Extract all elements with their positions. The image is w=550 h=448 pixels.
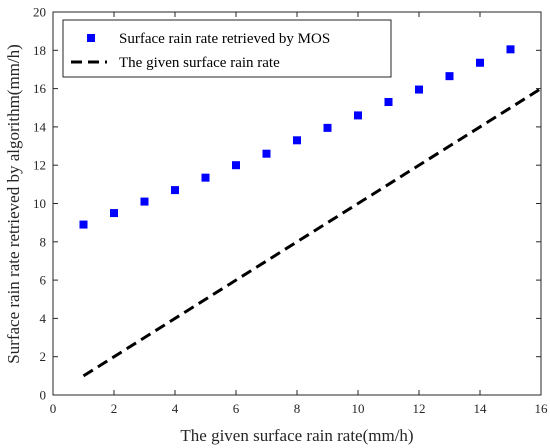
y-axis-label: Surface rain rate retrieved by algorithm… bbox=[4, 44, 23, 364]
series-layer bbox=[79, 45, 542, 378]
data-point-mos bbox=[323, 123, 332, 132]
legend-box bbox=[62, 19, 392, 78]
y-tick-label: 18 bbox=[33, 43, 46, 58]
legend: Surface rain rate retrieved by MOS The g… bbox=[62, 19, 392, 78]
x-tick-label: 16 bbox=[535, 401, 549, 416]
legend-marker-square bbox=[87, 34, 95, 42]
y-tick-label: 4 bbox=[40, 311, 47, 326]
data-point-mos bbox=[171, 186, 179, 195]
x-tick-label: 2 bbox=[111, 401, 118, 416]
data-point-mos bbox=[293, 136, 301, 145]
x-tick-label: 10 bbox=[352, 401, 365, 416]
y-tick-label: 0 bbox=[40, 388, 47, 403]
y-tick-label: 2 bbox=[40, 349, 47, 364]
x-axis-ticks: 0 2 4 6 8 10 12 14 16 bbox=[50, 12, 548, 416]
legend-label-mos: Surface rain rate retrieved by MOS bbox=[119, 31, 330, 47]
y-tick-label: 20 bbox=[33, 5, 46, 20]
legend-label-given: The given surface rain rate bbox=[119, 55, 280, 71]
data-point-mos bbox=[79, 220, 88, 229]
x-axis-label: The given surface rain rate(mm/h) bbox=[180, 426, 413, 445]
y-tick-label: 10 bbox=[33, 196, 46, 211]
series-given-line bbox=[82, 87, 542, 378]
data-point-mos bbox=[384, 98, 393, 107]
data-point-mos bbox=[476, 58, 484, 67]
y-tick-label: 6 bbox=[40, 273, 47, 288]
data-point-mos bbox=[140, 197, 149, 206]
x-tick-label: 4 bbox=[172, 401, 179, 416]
x-tick-label: 0 bbox=[50, 401, 57, 416]
data-point-mos bbox=[415, 85, 423, 94]
data-point-mos bbox=[445, 72, 454, 81]
data-point-mos bbox=[506, 45, 515, 54]
x-tick-label: 6 bbox=[233, 401, 240, 416]
x-tick-label: 12 bbox=[413, 401, 426, 416]
y-tick-label: 8 bbox=[40, 234, 47, 249]
data-point-mos bbox=[354, 111, 362, 120]
data-point-mos bbox=[201, 173, 210, 182]
y-tick-label: 14 bbox=[33, 119, 47, 134]
y-tick-label: 16 bbox=[33, 81, 47, 96]
data-point-mos bbox=[232, 161, 240, 170]
x-tick-label: 14 bbox=[474, 401, 488, 416]
y-tick-label: 12 bbox=[33, 158, 46, 173]
y-axis-ticks: 0 2 4 6 8 10 12 14 16 18 20 bbox=[33, 5, 541, 403]
x-tick-label: 8 bbox=[294, 401, 301, 416]
data-point-mos bbox=[262, 149, 271, 158]
data-point-mos bbox=[110, 209, 118, 218]
